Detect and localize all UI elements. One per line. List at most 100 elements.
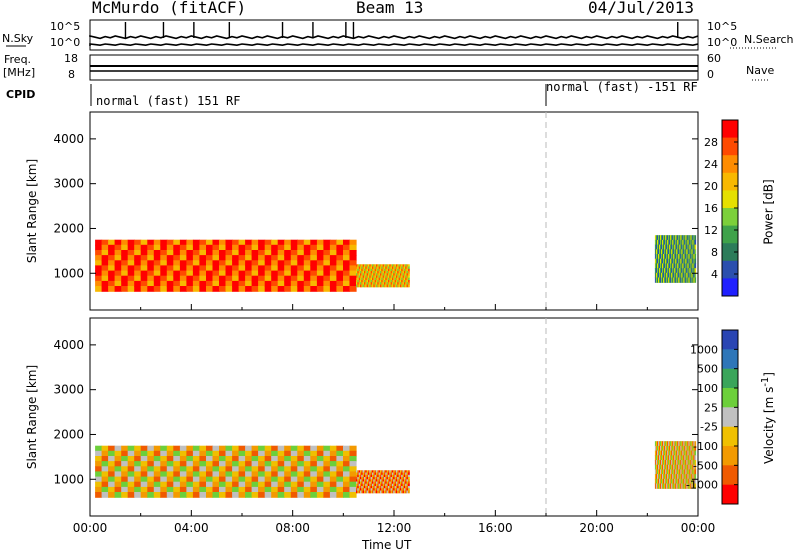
- heatmap-cell: [153, 286, 161, 292]
- heatmap-cell: [140, 255, 148, 261]
- heatmap-cell: [660, 474, 662, 480]
- heatmap-cell: [153, 476, 161, 483]
- heatmap-cell: [329, 445, 337, 452]
- heatmap-cell: [658, 450, 660, 456]
- heatmap-cell: [693, 239, 695, 246]
- heatmap-cell: [192, 250, 200, 256]
- heatmap-cell: [397, 474, 400, 478]
- heatmap-cell: [672, 460, 674, 466]
- heatmap-cell: [679, 464, 681, 470]
- nave-tick-bottom: 0: [707, 68, 714, 81]
- colorbar-swatch: [722, 137, 738, 156]
- heatmap-cell: [399, 280, 402, 283]
- heatmap-cell: [271, 476, 279, 483]
- heatmap-cell: [658, 455, 660, 461]
- heatmap-cell: [372, 474, 374, 478]
- heatmap-cell: [692, 244, 694, 250]
- heatmap-cell: [669, 483, 671, 489]
- heatmap-cell: [160, 466, 168, 473]
- heatmap-cell: [373, 275, 376, 279]
- freq-tick-bottom: 8: [68, 68, 75, 81]
- nave-tick-top: 60: [707, 52, 721, 65]
- heatmap-cell: [232, 471, 240, 478]
- heatmap-cell: [682, 244, 684, 250]
- heatmap-cell: [677, 450, 679, 456]
- heatmap-cell: [166, 456, 174, 462]
- colorbar-tick-label: 16: [704, 202, 718, 215]
- heatmap-cell: [657, 268, 659, 274]
- heatmap-cell: [147, 255, 155, 261]
- heatmap-cell: [677, 244, 679, 250]
- heatmap-cell: [127, 466, 135, 473]
- heatmap-cell: [127, 471, 135, 478]
- heatmap-cell: [672, 474, 674, 480]
- heatmap-cell: [349, 486, 357, 493]
- heatmap-cell: [173, 476, 181, 483]
- heatmap-cell: [101, 286, 109, 292]
- heatmap-cell: [660, 455, 662, 461]
- heatmap-cell: [277, 481, 285, 488]
- heatmap-cell: [659, 277, 661, 283]
- heatmap-cell: [685, 474, 687, 480]
- heatmap-cell: [659, 235, 661, 241]
- colorbar-swatch: [722, 243, 738, 262]
- heatmap-cell: [383, 470, 386, 474]
- heatmap-cell: [401, 277, 404, 281]
- heatmap-cell: [403, 277, 406, 281]
- heatmap-cell: [381, 479, 384, 483]
- heatmap-cell: [395, 282, 398, 285]
- heatmap-cell: [303, 486, 311, 493]
- heatmap-cell: [356, 486, 358, 489]
- heatmap-cell: [677, 239, 679, 246]
- heatmap-cell: [212, 476, 220, 483]
- heatmap-cell: [654, 249, 657, 255]
- heatmap-cell: [369, 472, 372, 476]
- heatmap-cell: [669, 441, 671, 447]
- heatmap-cell: [673, 483, 675, 489]
- heatmap-cell: [362, 490, 365, 494]
- heatmap-cell: [664, 263, 666, 269]
- heatmap-cell: [687, 460, 689, 466]
- heatmap-cell: [369, 474, 372, 478]
- heatmap-cell: [362, 275, 365, 279]
- heatmap-cell: [694, 474, 697, 480]
- heatmap-cell: [303, 275, 311, 282]
- heatmap-cell: [674, 455, 676, 461]
- heatmap-cell: [684, 441, 686, 447]
- heatmap-cell: [654, 254, 657, 260]
- heatmap-cell: [140, 466, 148, 473]
- heatmap-cell: [659, 272, 661, 279]
- heatmap-cell: [683, 478, 685, 485]
- colorbar-tick-label: -25: [700, 421, 718, 434]
- heatmap-cell: [379, 490, 382, 494]
- heatmap-cell: [378, 280, 381, 283]
- heatmap-cell: [232, 486, 240, 493]
- heatmap-cell: [303, 450, 311, 457]
- heatmap-cell: [264, 471, 272, 478]
- heatmap-cell: [666, 258, 668, 264]
- heatmap-cell: [654, 441, 657, 447]
- heatmap-cell: [662, 441, 664, 447]
- heatmap-cell: [407, 486, 410, 489]
- heatmap-cell: [682, 277, 684, 283]
- heatmap-cell: [665, 258, 667, 264]
- heatmap-cell: [362, 477, 365, 480]
- heatmap-cell: [670, 478, 672, 485]
- heatmap-cell: [691, 450, 693, 456]
- heatmap-cell: [397, 472, 400, 476]
- heatmap-cell: [690, 249, 692, 255]
- heatmap-cell: [375, 280, 378, 283]
- heatmap-cell: [362, 284, 365, 288]
- heatmap-cell: [127, 280, 135, 287]
- heatmap-cell: [297, 265, 305, 272]
- heatmap-cell: [677, 474, 679, 480]
- heatmap-cell: [691, 244, 693, 250]
- heatmap-cell: [666, 268, 668, 274]
- heatmap-cell: [101, 280, 109, 287]
- heatmap-cell: [395, 271, 398, 274]
- heatmap-cell: [258, 275, 266, 282]
- heatmap-cell: [173, 466, 181, 473]
- heatmap-cell: [192, 492, 200, 498]
- heatmap-cell: [667, 478, 669, 485]
- heatmap-cell: [391, 273, 394, 277]
